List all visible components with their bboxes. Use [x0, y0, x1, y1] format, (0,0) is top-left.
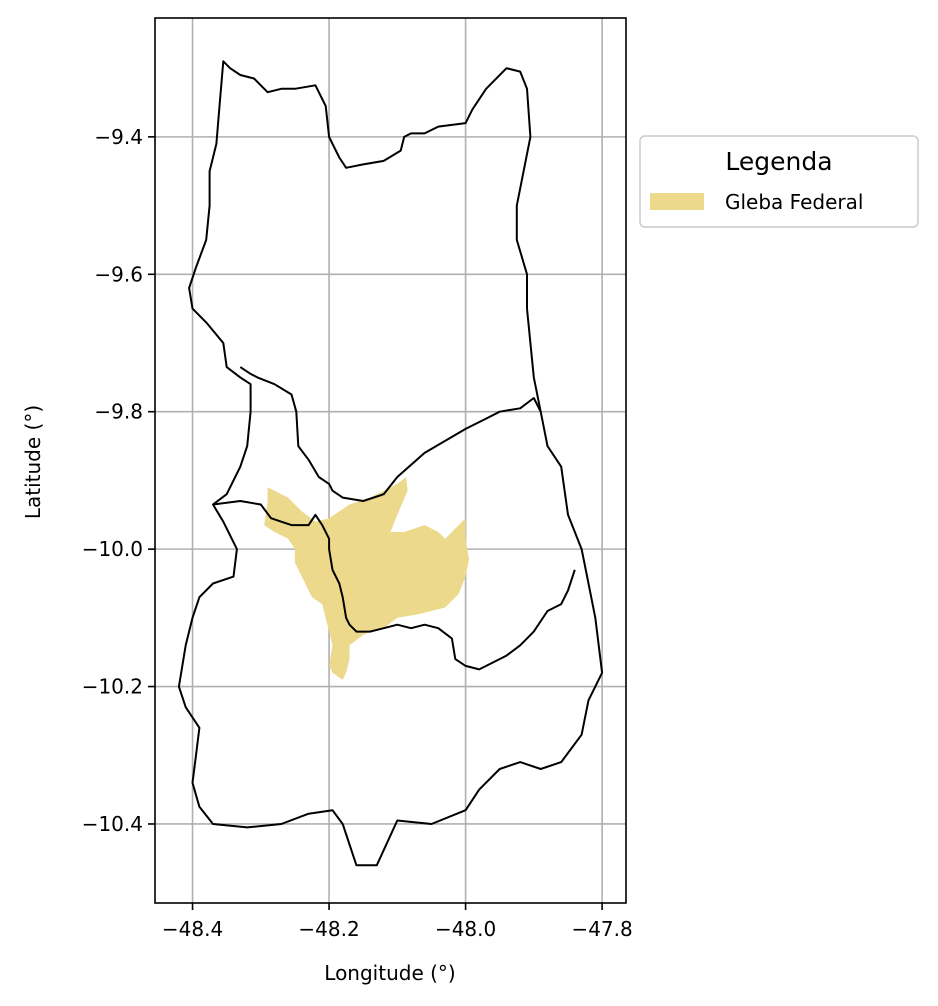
y-tick-label-3: −10.0	[82, 537, 143, 561]
plot-area	[155, 18, 626, 903]
y-tick-label-1: −9.6	[94, 262, 143, 286]
x-tick-label-2: −48.0	[435, 917, 496, 941]
x-axis-ticks: −48.4 −48.2 −48.0 −47.8	[162, 903, 633, 941]
legend: Legenda Gleba Federal	[640, 136, 918, 227]
y-axis-title: Latitude (°)	[21, 405, 45, 519]
y-tick-label-0: −9.4	[94, 125, 143, 149]
legend-label-gleba-federal: Gleba Federal	[725, 190, 863, 214]
y-tick-label-5: −10.4	[82, 812, 143, 836]
x-tick-label-3: −47.8	[571, 917, 632, 941]
legend-swatch-gleba-federal	[650, 193, 704, 210]
x-tick-label-0: −48.4	[162, 917, 223, 941]
x-tick-label-1: −48.2	[298, 917, 359, 941]
y-axis-ticks: −9.4 −9.6 −9.8 −10.0 −10.2 −10.4	[82, 125, 155, 836]
y-tick-label-2: −9.8	[94, 400, 143, 424]
x-axis-title: Longitude (°)	[324, 961, 455, 985]
y-tick-label-4: −10.2	[82, 675, 143, 699]
legend-title: Legenda	[725, 147, 832, 176]
